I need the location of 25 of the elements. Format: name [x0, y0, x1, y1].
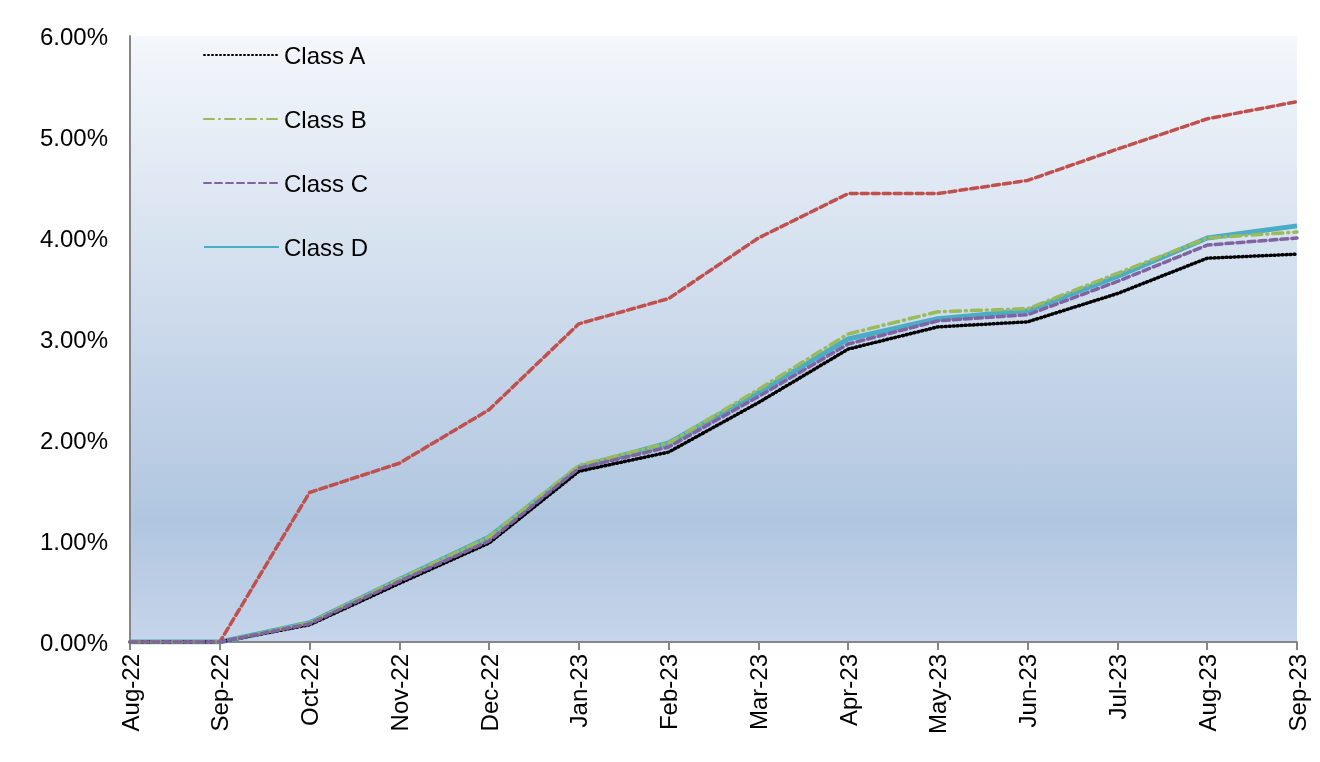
y-tick-label: 0.00%: [39, 628, 108, 656]
y-tick-label: 3.00%: [39, 325, 108, 353]
legend-label: Class B: [284, 105, 367, 133]
y-tick-label: 6.00%: [39, 22, 108, 50]
x-tick-label: Sep-22: [206, 654, 234, 732]
x-tick-label: Jan-23: [565, 654, 593, 728]
x-tick-label: Jul-23: [1103, 654, 1131, 720]
legend-label: Class C: [284, 169, 369, 197]
x-tick-label: Apr-23: [834, 654, 862, 727]
x-tick-label: Aug-23: [1193, 654, 1221, 732]
x-tick-label: Nov-22: [385, 654, 413, 732]
x-tick-label: Oct-22: [296, 654, 324, 727]
legend-label: Class D: [284, 233, 369, 261]
x-tick-label: Sep-23: [1283, 654, 1311, 732]
x-tick-label: Dec-22: [475, 654, 503, 732]
x-tick-label: May-23: [924, 654, 952, 735]
x-tick-label: Jun-23: [1014, 654, 1042, 728]
y-tick-label: 5.00%: [39, 123, 108, 151]
y-tick-label: 4.00%: [39, 224, 108, 252]
x-tick-label: Aug-22: [116, 654, 144, 732]
x-tick-label: Feb-23: [655, 654, 683, 731]
x-tick-label: Mar-23: [744, 654, 772, 731]
legend-label: Class A: [284, 41, 366, 69]
y-tick-label: 2.00%: [39, 426, 108, 454]
y-tick-label: 1.00%: [39, 527, 108, 555]
